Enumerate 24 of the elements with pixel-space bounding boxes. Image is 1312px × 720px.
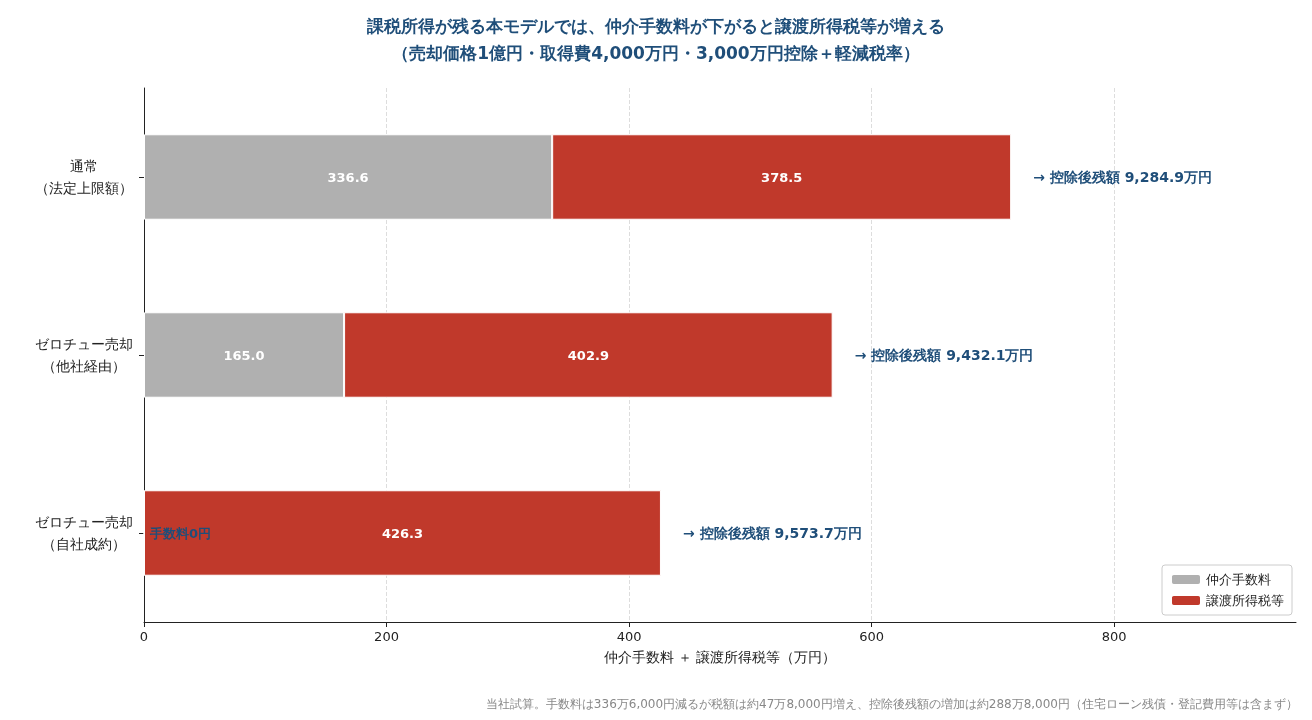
data-label: 336.6 xyxy=(327,169,369,185)
bar xyxy=(144,490,661,576)
legend-label: 譲渡所得税等 xyxy=(1206,593,1284,608)
annotation: → 控除後残額 9,284.9万円 xyxy=(1033,169,1212,185)
x-tick-label: 600 xyxy=(859,629,884,644)
annotation: → 控除後残額 9,573.7万円 xyxy=(682,525,862,541)
x-tick-label: 0 xyxy=(139,629,149,644)
x-tick-label: 400 xyxy=(616,629,642,644)
data-label: 165.0 xyxy=(223,347,265,363)
y-tick-label: ゼロチュー売却（他社経由） xyxy=(35,336,133,374)
chart-subtitle: （売却価格1億円・取得費4,000万円・3,000万円控除＋軽減税率） xyxy=(392,42,920,63)
data-label: 378.5 xyxy=(761,169,803,185)
chart-title: 課税所得が残る本モデルでは、仲介手数料が下がると譲渡所得税等が増える xyxy=(366,15,945,36)
x-tick-label: 800 xyxy=(1101,629,1127,644)
y-tick-label: ゼロチュー売却（自社成約） xyxy=(35,514,133,552)
legend-label: 仲介手数料 xyxy=(1206,572,1271,587)
x-tick-label: 200 xyxy=(374,629,399,644)
data-label: 426.3 xyxy=(381,525,424,541)
x-axis-title: 仲介手数料 ＋ 譲渡所得税等（万円） xyxy=(603,649,837,665)
data-label: 402.9 xyxy=(567,347,609,363)
annotation: → 控除後残額 9,432.1万円 xyxy=(854,347,1034,363)
annotation: 手数料0円 xyxy=(149,525,212,541)
y-tick-label: 通常（法定上限額） xyxy=(35,158,133,196)
text: 当社試算。手数料は336万6,000円減るが税額は約47万8,000円増え、控除後残額の増加は約288万8,000円（住宅ローン残債・登記費用等は含まず） xyxy=(485,697,1298,711)
